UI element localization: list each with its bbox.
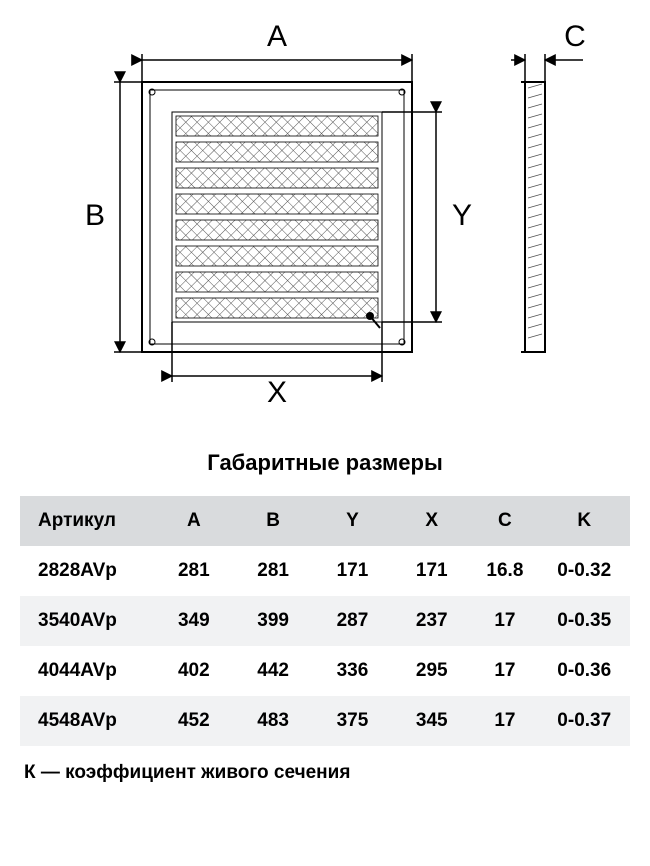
svg-text:Y: Y (452, 199, 472, 232)
table-cell: 483 (233, 696, 312, 746)
dimensions-table: АртикулABYXCK 2828AVp28128117117116.80-0… (20, 496, 630, 746)
section-title: Габаритные размеры (20, 450, 630, 476)
table-cell: 452 (154, 696, 233, 746)
table-cell: 281 (154, 546, 233, 596)
table-row: 4548AVp452483375345170-0.37 (20, 696, 630, 746)
table-cell: 287 (313, 596, 392, 646)
table-row: 4044AVp402442336295170-0.36 (20, 646, 630, 696)
table-header-A: A (154, 496, 233, 546)
table-cell: 402 (154, 646, 233, 696)
table-cell: 16.8 (471, 546, 538, 596)
table-cell: 2828AVp (20, 546, 154, 596)
table-cell: 17 (471, 696, 538, 746)
table-header-X: X (392, 496, 471, 546)
table-cell: 375 (313, 696, 392, 746)
table-cell: 295 (392, 646, 471, 696)
table-row: 3540AVp349399287237170-0.35 (20, 596, 630, 646)
table-cell: 17 (471, 646, 538, 696)
table-cell: 237 (392, 596, 471, 646)
table-header-Y: Y (313, 496, 392, 546)
svg-text:C: C (564, 20, 586, 53)
svg-text:B: B (85, 199, 105, 232)
svg-text:X: X (267, 376, 287, 409)
table-cell: 0-0.37 (538, 696, 630, 746)
table-cell: 336 (313, 646, 392, 696)
table-cell: 171 (392, 546, 471, 596)
table-cell: 399 (233, 596, 312, 646)
svg-text:A: A (267, 20, 287, 53)
table-cell: 17 (471, 596, 538, 646)
table-cell: 0-0.32 (538, 546, 630, 596)
table-cell: 3540AVp (20, 596, 154, 646)
table-row: 2828AVp28128117117116.80-0.32 (20, 546, 630, 596)
table-cell: 4044AVp (20, 646, 154, 696)
table-header-K: K (538, 496, 630, 546)
table-cell: 345 (392, 696, 471, 746)
table-header-B: B (233, 496, 312, 546)
table-cell: 0-0.36 (538, 646, 630, 696)
table-cell: 349 (154, 596, 233, 646)
side-view: C (510, 20, 600, 420)
table-cell: 442 (233, 646, 312, 696)
footnote: К — коэффициент живого сечения (20, 762, 630, 784)
table-header-C: C (471, 496, 538, 546)
table-cell: 281 (233, 546, 312, 596)
table-cell: 0-0.35 (538, 596, 630, 646)
table-header-article: Артикул (20, 496, 154, 546)
table-cell: 171 (313, 546, 392, 596)
front-view: A B X Y (50, 20, 490, 420)
diagram-area: A B X Y C (20, 20, 630, 420)
table-cell: 4548AVp (20, 696, 154, 746)
